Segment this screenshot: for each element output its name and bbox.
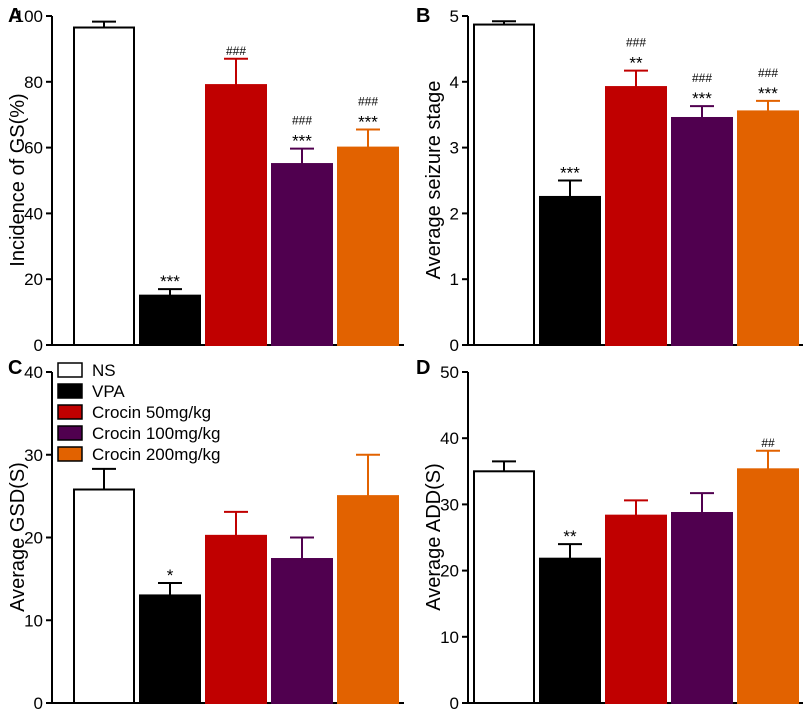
y-tick-label: 80 — [24, 73, 43, 92]
legend-swatch — [57, 362, 83, 378]
legend-label: Crocin 200mg/kg — [92, 445, 221, 464]
y-axis-label: Incidence of GS(%) — [7, 93, 29, 266]
significance-hashes: ### — [226, 44, 246, 58]
significance-stars: * — [167, 566, 174, 585]
bar-crocin-50mg-kg — [605, 514, 667, 704]
y-tick-label: 20 — [24, 529, 43, 548]
bar-crocin-100mg-kg — [671, 512, 733, 704]
legend-label: NS — [92, 361, 116, 380]
panel-c: C 0 10 20 30 40 Average GSD(S) * — [7, 357, 404, 710]
y-tick-label: 0 — [450, 336, 459, 355]
legend-swatch — [57, 425, 83, 441]
y-tick-label: 5 — [450, 7, 459, 26]
legend-label: VPA — [92, 382, 125, 401]
y-tick-label: 50 — [440, 363, 459, 382]
y-axis-label: Average seizure stage — [423, 81, 445, 280]
y-tick-label: 40 — [24, 204, 43, 223]
bar-vpa — [139, 294, 201, 346]
bar-vpa — [539, 557, 601, 705]
y-tick-label: 0 — [34, 336, 43, 355]
significance-stars: *** — [692, 89, 712, 108]
y-tick-label: 3 — [450, 139, 459, 158]
bar-crocin-200mg-kg — [737, 110, 799, 346]
panel-letter: B — [416, 5, 430, 27]
panel-letter: D — [416, 357, 430, 379]
legend-swatch — [57, 383, 83, 399]
y-tick-label: 20 — [440, 562, 459, 581]
significance-stars: *** — [292, 132, 312, 151]
legend: NS VPA Crocin 50mg/kg Crocin 100mg/kg Crocin… — [57, 361, 221, 464]
panel-letter: C — [8, 357, 22, 379]
legend-label: Crocin 100mg/kg — [92, 424, 221, 443]
y-tick-label: 30 — [24, 446, 43, 465]
y-axis-label: Average ADD(S) — [423, 463, 445, 610]
y-tick-label: 10 — [440, 628, 459, 647]
y-axis-label: Average GSD(S) — [7, 462, 29, 612]
bar-vpa — [539, 195, 601, 346]
legend-swatch — [57, 446, 83, 462]
y-tick-label: 0 — [34, 694, 43, 710]
significance-hashes: ### — [758, 66, 778, 80]
y-tick-label: 0 — [450, 694, 459, 710]
y-tick-label: 20 — [24, 270, 43, 289]
bar-crocin-50mg-kg — [205, 534, 267, 704]
significance-stars: ** — [629, 54, 643, 73]
legend-label: Crocin 50mg/kg — [92, 403, 211, 422]
y-tick-label: 2 — [450, 204, 459, 223]
significance-stars: *** — [358, 113, 378, 132]
legend-swatch — [57, 404, 83, 420]
significance-hashes: ### — [626, 36, 646, 50]
bar-ns — [73, 26, 135, 346]
significance-stars: *** — [560, 164, 580, 183]
panel-d: D 0 10 20 30 40 50 Average ADD(S) ** ## — [416, 357, 803, 710]
y-tick-label: 30 — [440, 495, 459, 514]
y-tick-label: 4 — [450, 73, 459, 92]
y-tick-label: 1 — [450, 270, 459, 289]
y-tick-label: 40 — [440, 429, 459, 448]
bar-crocin-200mg-kg — [337, 495, 399, 704]
significance-stars: ** — [563, 527, 577, 546]
y-tick-label: 40 — [24, 363, 43, 382]
panel-letter: A — [8, 5, 22, 27]
y-tick-label: 100 — [15, 7, 43, 26]
bar-crocin-100mg-kg — [271, 558, 333, 705]
bar-crocin-100mg-kg — [271, 163, 333, 346]
bar-ns — [73, 488, 135, 704]
significance-hashes: ### — [692, 71, 712, 85]
bar-crocin-50mg-kg — [605, 86, 667, 347]
bar-crocin-50mg-kg — [205, 84, 267, 346]
significance-stars: *** — [758, 84, 778, 103]
bar-crocin-200mg-kg — [337, 146, 399, 346]
y-tick-label: 60 — [24, 139, 43, 158]
bar-crocin-100mg-kg — [671, 116, 733, 346]
significance-stars: *** — [160, 272, 180, 291]
significance-hashes: ### — [358, 95, 378, 109]
significance-hashes: ## — [761, 436, 775, 450]
bar-crocin-200mg-kg — [737, 468, 799, 704]
panel-a: A 0 20 40 60 80 100 Incidence of GS(%) *** ### ***… — [7, 5, 404, 355]
bar-vpa — [139, 594, 201, 704]
bar-ns — [473, 23, 535, 347]
bar-ns — [473, 470, 535, 704]
y-tick-label: 10 — [24, 611, 43, 630]
significance-hashes: ### — [292, 114, 312, 128]
